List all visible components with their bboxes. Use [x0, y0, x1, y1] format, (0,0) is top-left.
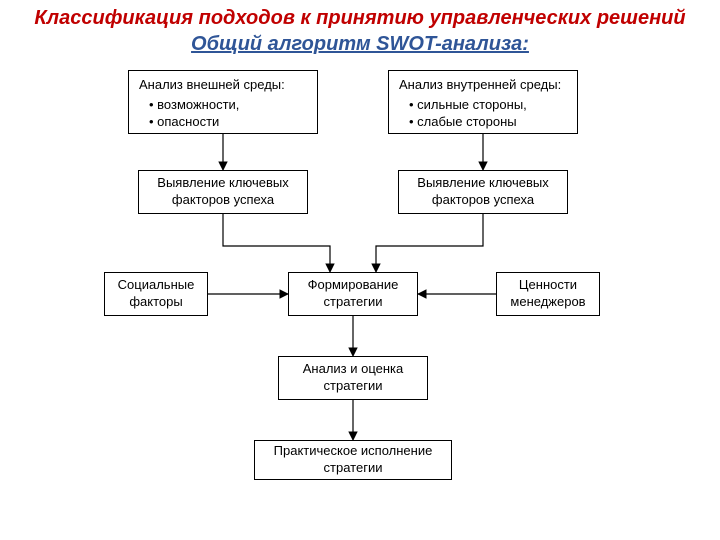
node-bullet: • слабые стороны [399, 114, 567, 131]
node-header: Анализ внутренней среды: [399, 77, 567, 94]
swot-flowchart: Анализ внешней среды: • возможности,• опа… [0, 60, 720, 496]
node-n9: Практическое исполнение стратегии [254, 440, 452, 480]
node-n6: Формирование стратегии [288, 272, 418, 316]
page-title-1: Классификация подходов к принятию управл… [0, 0, 720, 31]
node-n1: Анализ внешней среды: • возможности,• опа… [128, 70, 318, 134]
node-n8: Анализ и оценка стратегии [278, 356, 428, 400]
edge-n4-n6 [376, 214, 483, 272]
node-bullet: • сильные стороны, [399, 97, 567, 114]
node-n7: Ценности менеджеров [496, 272, 600, 316]
node-header: Анализ внешней среды: [139, 77, 307, 94]
node-n4: Выявление ключевых факторов успеха [398, 170, 568, 214]
page-title-2: Общий алгоритм SWOT-анализа: [0, 31, 720, 60]
edge-n3-n6 [223, 214, 330, 272]
node-bullet: • возможности, [139, 97, 307, 114]
node-n2: Анализ внутренней среды: • сильные сторон… [388, 70, 578, 134]
node-bullet: • опасности [139, 114, 307, 131]
node-n5: Социальные факторы [104, 272, 208, 316]
node-n3: Выявление ключевых факторов успеха [138, 170, 308, 214]
